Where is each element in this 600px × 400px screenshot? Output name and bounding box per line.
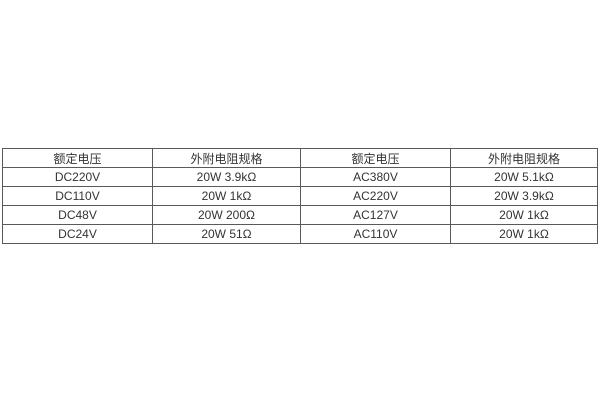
table-row: DC24V 20W 51Ω AC110V 20W 1kΩ xyxy=(2,224,598,244)
table-row: DC110V 20W 1kΩ AC220V 20W 3.9kΩ xyxy=(2,186,598,206)
table-header-row: 额定电压 外附电阻规格 额定电压 外附电阻规格 xyxy=(2,148,598,168)
table-cell: AC127V xyxy=(300,205,451,225)
table-cell: 20W 200Ω xyxy=(152,205,301,225)
table-cell: AC380V xyxy=(300,167,451,187)
table-cell: DC24V xyxy=(2,224,153,244)
column-header: 额定电压 xyxy=(2,148,153,168)
table-row: DC48V 20W 200Ω AC127V 20W 1kΩ xyxy=(2,205,598,225)
table-cell: 20W 51Ω xyxy=(152,224,301,244)
table-cell: DC220V xyxy=(2,167,153,187)
column-header: 外附电阻规格 xyxy=(450,148,598,168)
table-row: DC220V 20W 3.9kΩ AC380V 20W 5.1kΩ xyxy=(2,167,598,187)
table-cell: DC48V xyxy=(2,205,153,225)
table-body: DC220V 20W 3.9kΩ AC380V 20W 5.1kΩ DC110V 20W … xyxy=(2,167,598,244)
table-cell: DC110V xyxy=(2,186,153,206)
column-header: 额定电压 xyxy=(300,148,451,168)
table-cell: 20W 1kΩ xyxy=(450,224,598,244)
column-header: 外附电阻规格 xyxy=(152,148,301,168)
table-cell: 20W 3.9kΩ xyxy=(152,167,301,187)
table-cell: AC110V xyxy=(300,224,451,244)
voltage-resistor-spec-table: 额定电压 外附电阻规格 额定电压 外附电阻规格 DC220V 20W 3.9kΩ AC38… xyxy=(2,148,598,244)
table-cell: AC220V xyxy=(300,186,451,206)
table-cell: 20W 1kΩ xyxy=(450,205,598,225)
table-cell: 20W 3.9kΩ xyxy=(450,186,598,206)
table-cell: 20W 5.1kΩ xyxy=(450,167,598,187)
table-cell: 20W 1kΩ xyxy=(152,186,301,206)
